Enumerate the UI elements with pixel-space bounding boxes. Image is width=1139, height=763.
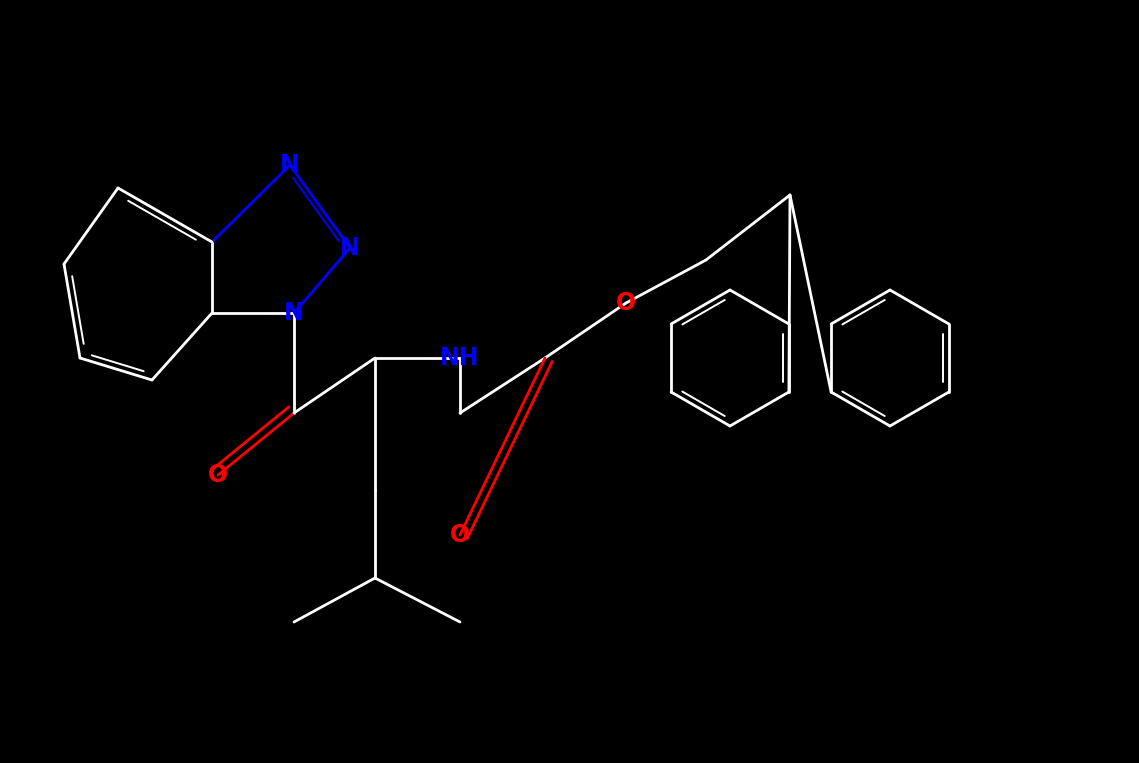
Text: N: N <box>284 301 304 325</box>
Text: O: O <box>208 463 228 487</box>
Text: N: N <box>280 153 300 177</box>
Text: O: O <box>450 523 470 547</box>
Text: NH: NH <box>441 346 480 370</box>
Text: O: O <box>616 291 636 315</box>
Text: N: N <box>341 236 360 260</box>
